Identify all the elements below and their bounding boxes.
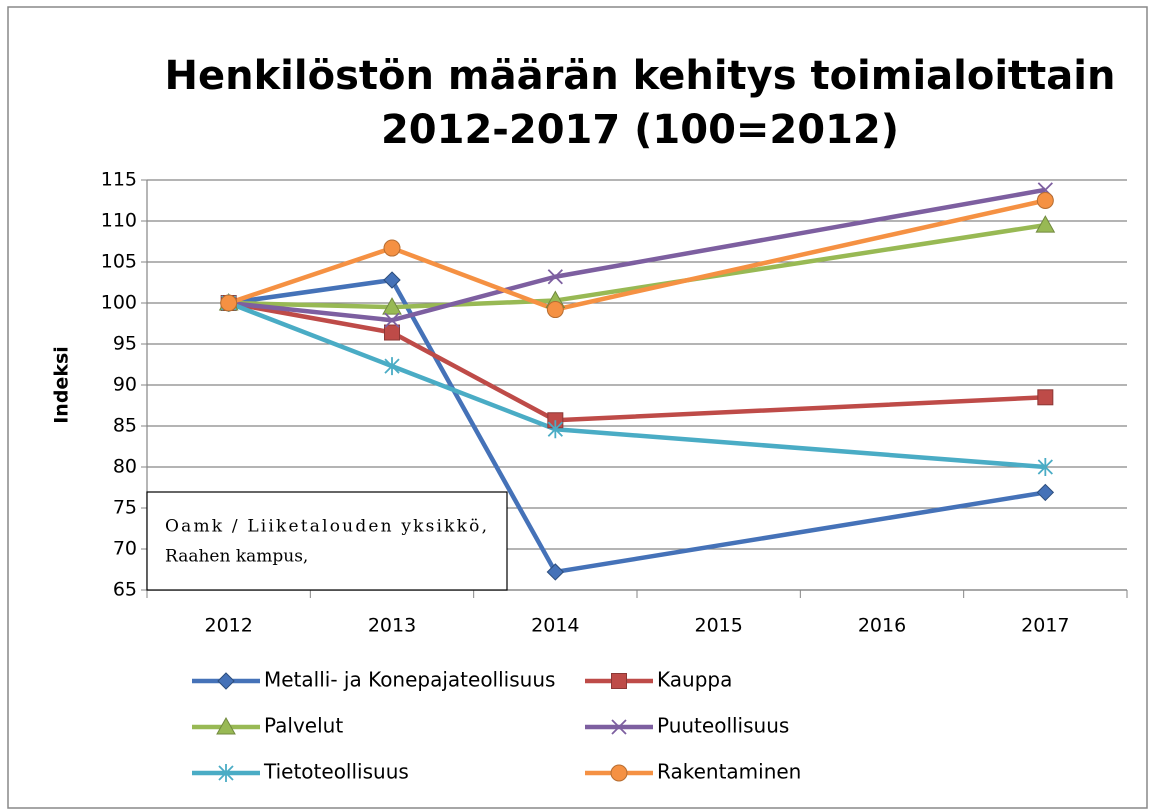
- marker: [383, 271, 401, 289]
- y-tick-label: 65: [113, 579, 137, 601]
- marker: [382, 297, 402, 315]
- y-axis-label: Indeksi: [51, 346, 73, 424]
- marker: [384, 324, 400, 341]
- legend-marker: [611, 719, 627, 735]
- marker: [546, 301, 564, 319]
- marker: [1037, 389, 1054, 406]
- chart-title: 2012-2017 (100=2012): [381, 107, 899, 153]
- x-tick-label: 2012: [204, 615, 252, 637]
- marker: [384, 312, 400, 328]
- legend-label: Rakentaminen: [657, 760, 801, 784]
- marker: [1035, 215, 1056, 233]
- legend-label: Puuteollisuus: [657, 714, 789, 738]
- annotation-text: Oamk / Liiketalouden yksikkö,: [165, 517, 487, 537]
- chart-border: [7, 6, 1148, 809]
- line: [228, 277, 1046, 575]
- legend-marker: [216, 716, 236, 735]
- y-tick-label: 105: [101, 251, 137, 273]
- marker: [547, 269, 563, 285]
- marker: [1036, 483, 1055, 502]
- marker: [546, 563, 565, 581]
- line: [227, 198, 1046, 312]
- x-tick-label: 2015: [694, 615, 742, 637]
- line: [227, 300, 1046, 470]
- legend-marker: [610, 764, 628, 782]
- y-tick-label: 115: [101, 169, 137, 191]
- y-tick-label: 95: [113, 333, 137, 355]
- x-tick-label: 2017: [1021, 615, 1069, 637]
- line: [228, 222, 1046, 310]
- marker: [1037, 458, 1053, 476]
- chart-title: Henkilöstön määrän kehitys toimialoittai…: [165, 53, 1116, 99]
- annotation-text: Raahen kampus,: [165, 547, 308, 567]
- y-tick-label: 85: [113, 415, 137, 437]
- line: [228, 187, 1046, 323]
- legend-label: Kauppa: [657, 668, 732, 692]
- y-tick-label: 100: [101, 292, 137, 314]
- y-tick-label: 110: [101, 210, 137, 232]
- x-tick-label: 2014: [531, 615, 579, 637]
- legend-label: Tietoteollisuus: [263, 760, 409, 784]
- legend-marker: [218, 764, 234, 782]
- line: [228, 300, 1046, 423]
- legend-marker: [217, 672, 235, 690]
- y-tick-label: 75: [113, 497, 137, 519]
- annotation-box: [146, 491, 508, 591]
- marker: [547, 420, 563, 439]
- marker: [220, 294, 238, 312]
- legend-marker: [611, 673, 627, 689]
- marker: [1036, 192, 1054, 209]
- y-tick-label: 90: [113, 374, 137, 396]
- y-tick-label: 70: [113, 538, 137, 560]
- marker: [384, 357, 400, 376]
- legend-label: Palvelut: [264, 714, 343, 738]
- y-tick-label: 80: [113, 456, 137, 478]
- x-tick-label: 2013: [368, 615, 416, 637]
- legend-label: Metalli- ja Konepajateollisuus: [264, 668, 555, 692]
- x-tick-label: 2016: [858, 615, 906, 637]
- marker: [383, 239, 401, 257]
